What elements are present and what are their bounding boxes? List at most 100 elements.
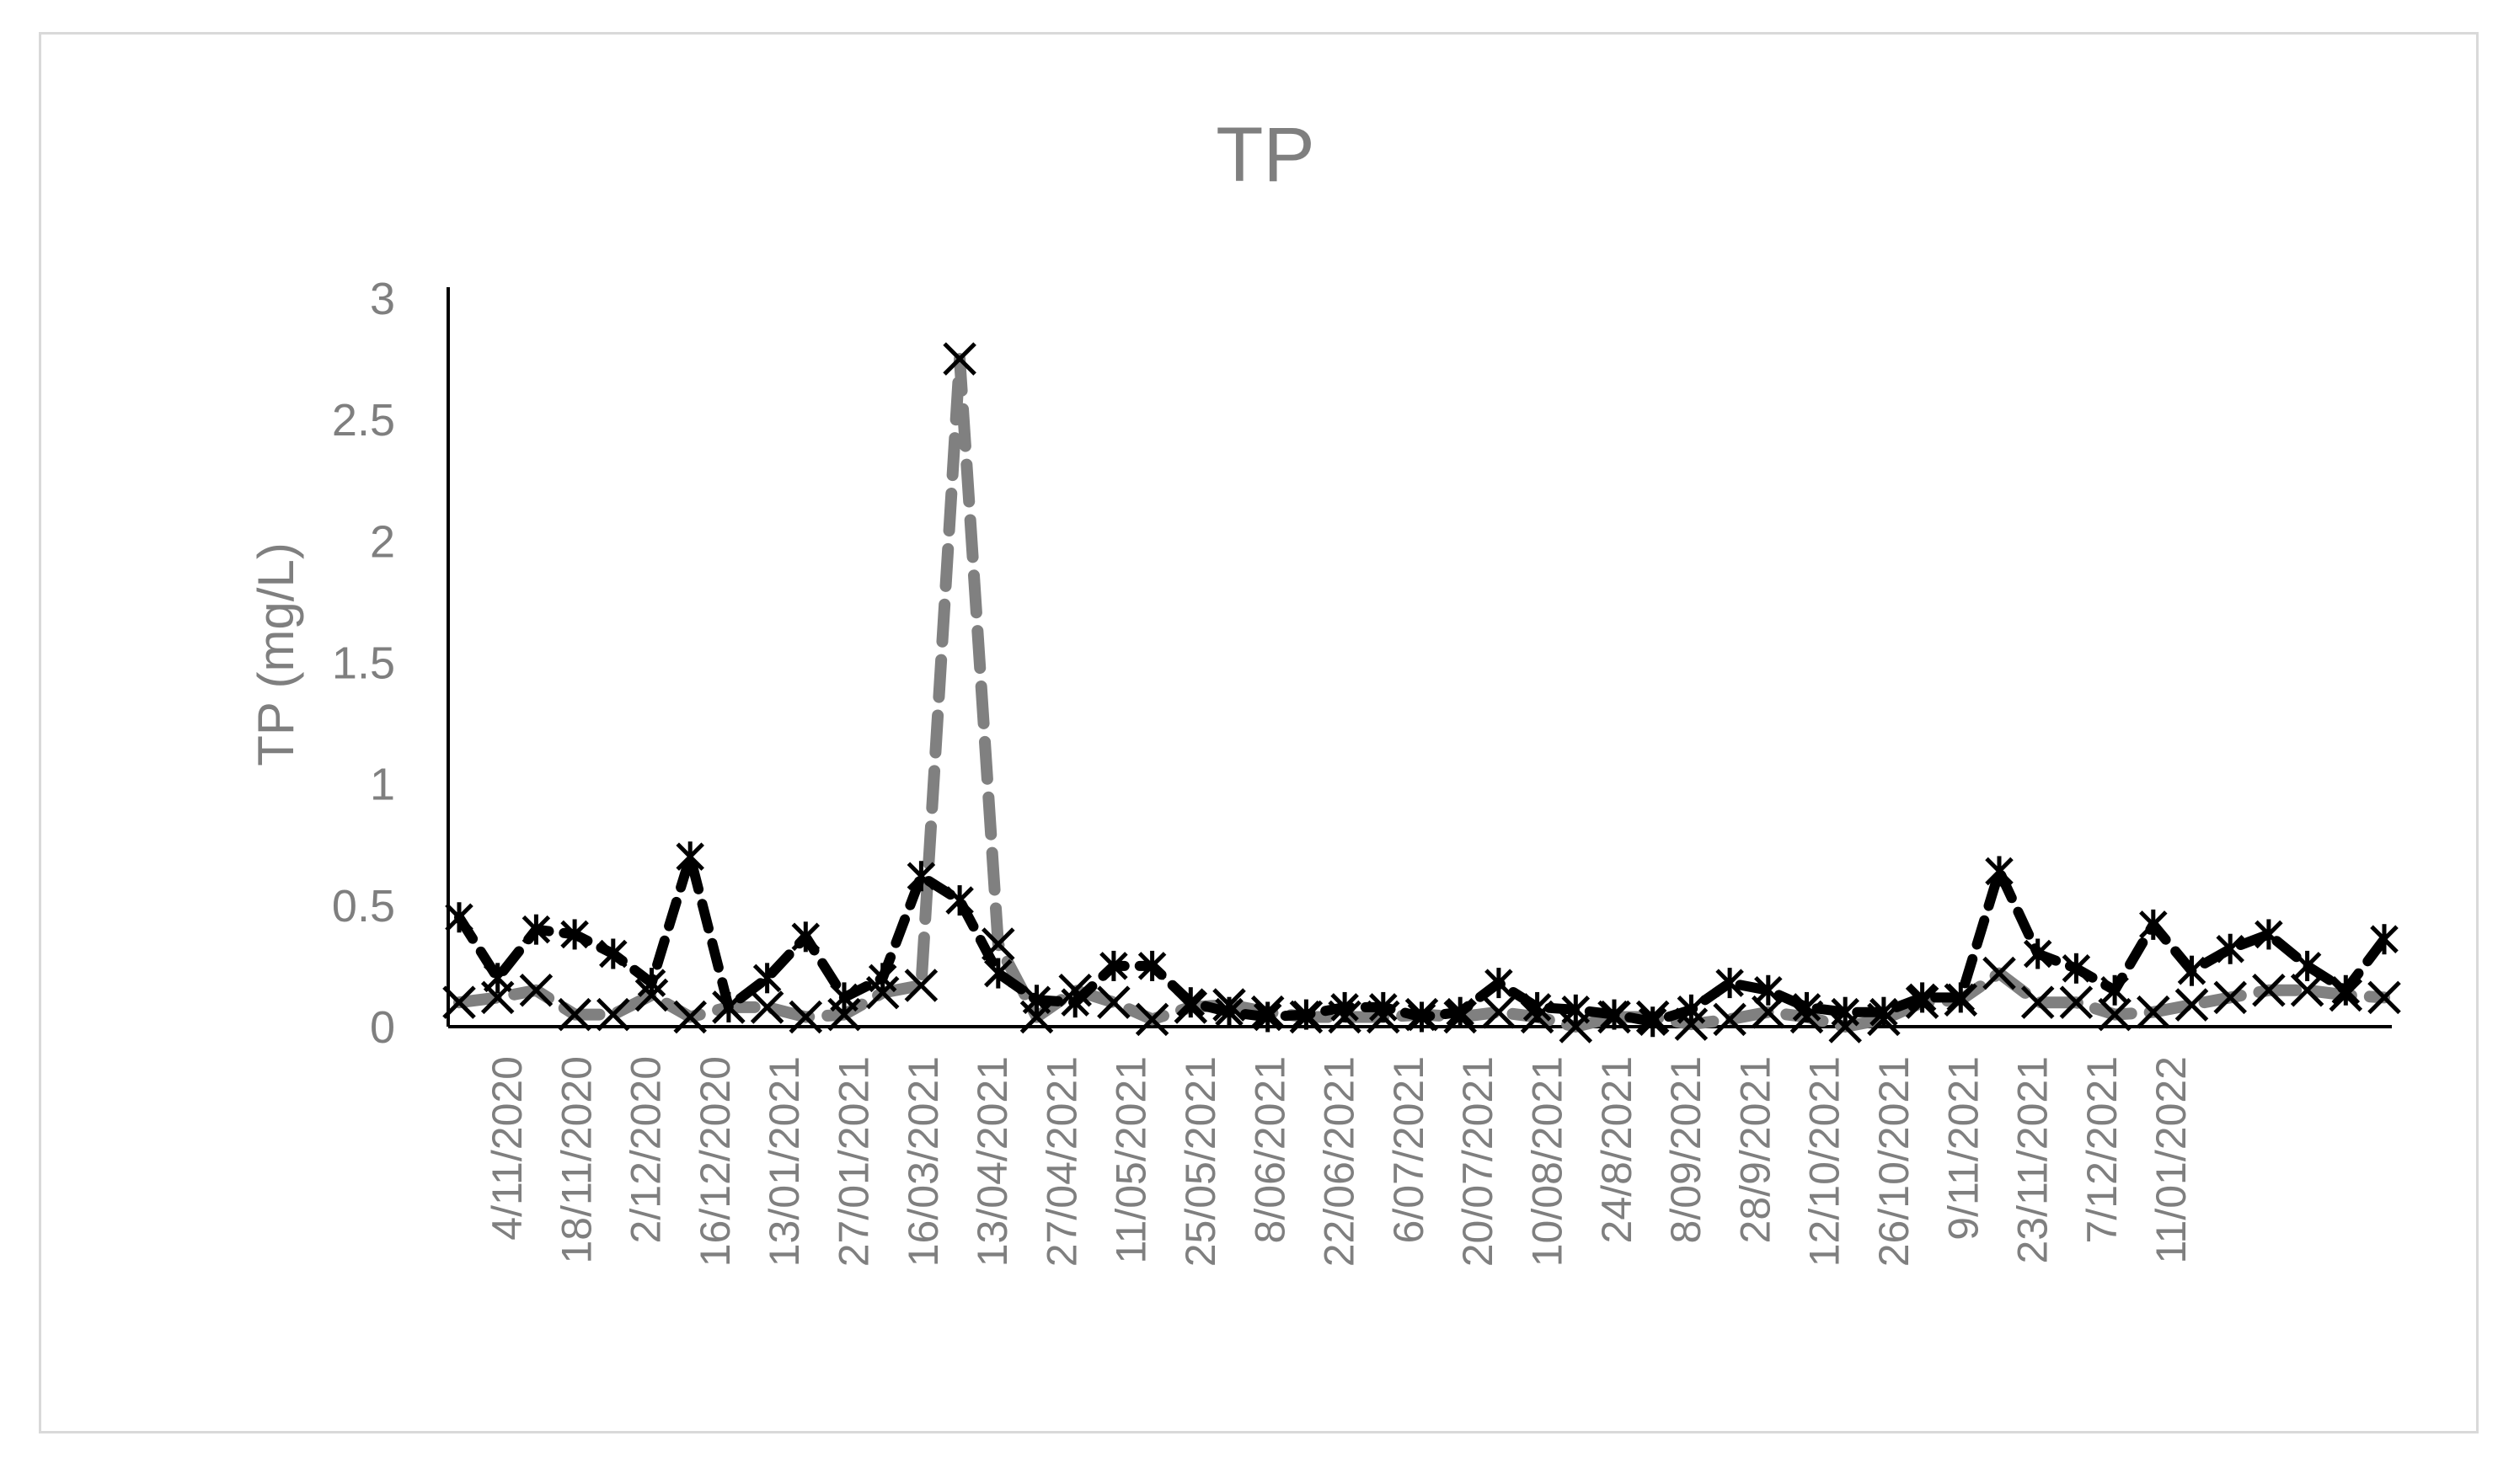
series-2-point (1484, 968, 1513, 999)
series-2-point (2255, 919, 2283, 950)
series-1-point (2137, 995, 2170, 1029)
x-tick-label: 18/11/2020 (553, 1056, 600, 1264)
series-1-point (943, 342, 976, 376)
y-axis-label: TP (mg/L) (248, 542, 304, 766)
x-tick-label: 20/07/2021 (1454, 1056, 1501, 1267)
series-2-point (1600, 999, 1629, 1030)
series-1-point (2367, 980, 2401, 1015)
series-1-point (1482, 995, 1516, 1029)
x-tick-label: 13/04/2021 (969, 1056, 1016, 1267)
series-1-point (789, 1000, 823, 1034)
series-2-point (1137, 950, 1167, 981)
series-2-point (676, 841, 704, 873)
series-1-point (442, 985, 476, 1019)
x-tick-label: 9/11/2021 (1939, 1056, 1987, 1241)
series-2-point (868, 963, 897, 994)
series-2-point (2062, 953, 2091, 984)
series-2-point (1715, 968, 1744, 999)
x-tick-label: 6/07/2021 (1385, 1056, 1432, 1243)
x-tick-label: 28/9/2021 (1731, 1056, 1779, 1243)
series-2-point (445, 902, 473, 933)
series-2-point (1946, 982, 1976, 1013)
series-1-point (1982, 956, 2016, 990)
series-2-point (1985, 856, 2014, 887)
series-2-point (2216, 933, 2244, 964)
x-tick-label: 8/09/2021 (1662, 1056, 1709, 1243)
series-1-point (1559, 1010, 1593, 1044)
chart-svg: TP TP (mg/L) 0 0.5 1 1.5 2 2.5 3 4/11/2020 18/1… (248, 112, 2401, 1267)
y-tick-label: 2.5 (332, 395, 395, 446)
series-2-point (1677, 994, 1706, 1025)
x-tick-label: 27/04/2021 (1038, 1056, 1085, 1267)
x-tick-label: 25/05/2021 (1177, 1056, 1224, 1267)
x-tick-label: 16/12/2020 (692, 1056, 739, 1267)
chart-frame: TP TP (mg/L) 0 0.5 1 1.5 2 2.5 3 4/11/2020 18/1… (39, 32, 2479, 1433)
x-tick-label: 24/8/2021 (1593, 1056, 1640, 1243)
chart-title: TP (1216, 112, 1315, 198)
series-2-point (1022, 985, 1051, 1016)
series-1-point (2213, 980, 2247, 1015)
series-1-point (596, 997, 630, 1032)
y-tick-labels: 0 0.5 1 1.5 2 2.5 3 (332, 274, 395, 1053)
y-tick-label: 0.5 (332, 881, 395, 932)
y-tick-label: 1.5 (332, 638, 395, 689)
series-2-point (1446, 996, 1474, 1028)
series-2-point (752, 963, 782, 994)
x-tick-label: 27/01/2021 (831, 1056, 878, 1267)
series-2-point (830, 982, 859, 1013)
series-2-point (2139, 909, 2168, 940)
series-2-point (1831, 996, 1859, 1028)
series-2-point (791, 921, 821, 953)
x-tick-label: 22/06/2021 (1316, 1056, 1363, 1267)
x-tick-label: 23/11/2021 (2009, 1056, 2057, 1264)
series-1-point (2059, 985, 2094, 1019)
series-2-point (637, 968, 666, 999)
x-tick-label: 11/01/2022 (2148, 1056, 2195, 1264)
series-1-point (2252, 973, 2286, 1007)
series-2-point (1792, 991, 1821, 1022)
x-tick-label: 16/03/2021 (900, 1056, 947, 1267)
series-line-2 (454, 851, 2389, 1028)
series-1-point (519, 973, 554, 1007)
series-2-point (1522, 991, 1552, 1022)
series-2-point (483, 963, 512, 994)
series-2-point (945, 885, 974, 916)
series-2-point (2331, 974, 2361, 1006)
series-2-point (1754, 974, 1783, 1006)
series-2-point (522, 914, 551, 945)
series-2-point (714, 991, 743, 1022)
series-1-point (2098, 997, 2132, 1032)
series-2-point (984, 958, 1013, 989)
series-2-point (1061, 987, 1089, 1018)
y-tick-label: 1 (370, 760, 395, 810)
x-tick-labels: 4/11/2020 18/11/2020 2/12/2020 16/12/2020 13… (484, 1056, 2195, 1267)
series-line-1 (453, 353, 2390, 1033)
series-2-point (1099, 950, 1128, 981)
series-2-point (2292, 950, 2322, 981)
x-tick-label: 13/01/2021 (761, 1056, 808, 1267)
series-2-point (1253, 1001, 1282, 1033)
series-1-point (673, 1000, 707, 1034)
series-2-point (599, 938, 628, 969)
series-1-point (904, 969, 939, 1002)
x-tick-label: 7/12/2021 (2078, 1056, 2126, 1243)
series-1-point (558, 997, 591, 1032)
series-1-point (2290, 973, 2324, 1007)
series-2-point (1907, 982, 1937, 1013)
series-1-point (2020, 985, 2055, 1019)
series-1-point (827, 997, 861, 1032)
x-tick-label: 4/11/2020 (484, 1056, 531, 1241)
series-1-point (1713, 1002, 1746, 1037)
x-tick-label: 8/06/2021 (1246, 1056, 1293, 1243)
series-group (442, 342, 2401, 1044)
series-2-point (2100, 974, 2129, 1006)
y-tick-label: 2 (370, 516, 395, 567)
y-tick-label: 0 (370, 1002, 395, 1053)
series-2-point (1176, 987, 1206, 1018)
x-tick-label: 2/12/2020 (623, 1056, 670, 1243)
series-2-point (1292, 999, 1321, 1030)
series-2-point (560, 919, 589, 950)
y-tick-label: 3 (370, 274, 395, 324)
series-2-point (1215, 996, 1244, 1028)
series-2-point (1869, 996, 1898, 1028)
